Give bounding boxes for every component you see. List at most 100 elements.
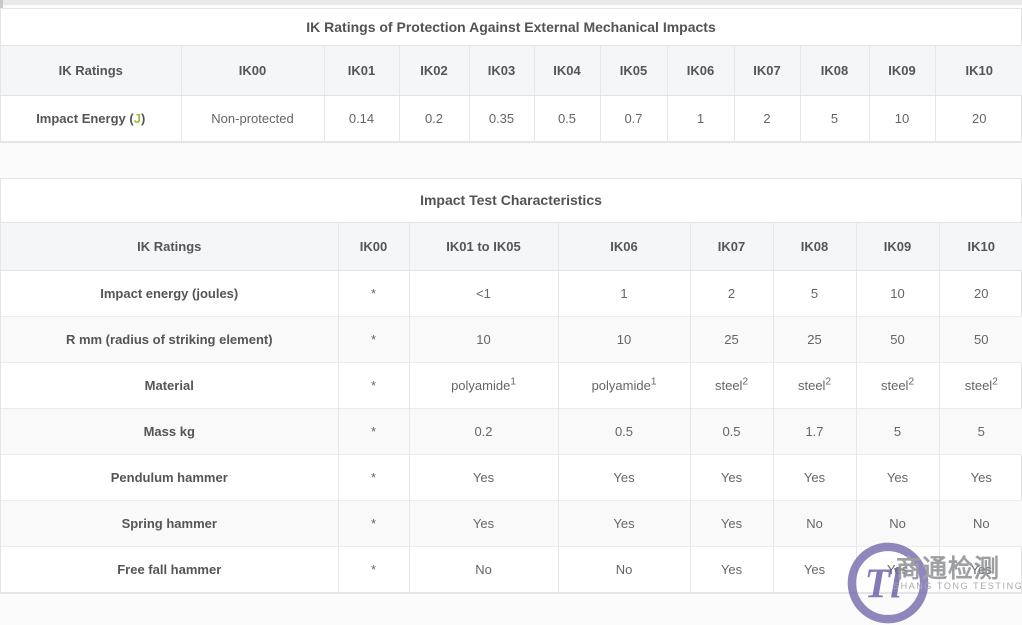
row-label: R mm (radius of striking element): [65, 331, 273, 347]
table-cell: 0.5: [533, 95, 600, 141]
table-cell: 5: [855, 408, 939, 454]
table-cell: 2: [733, 95, 800, 141]
table-cell: 25: [772, 316, 856, 362]
row-label: Material: [144, 377, 194, 393]
table-cell: 5: [938, 408, 1022, 454]
table-cell: 10: [868, 95, 935, 141]
row-label: Spring hammer: [121, 515, 217, 531]
table-cell: No: [938, 500, 1022, 546]
table-cell: Yes: [772, 546, 856, 592]
table-cell: 50: [855, 316, 939, 362]
footnote-superscript: 2: [825, 376, 832, 388]
table-cell: steel2: [689, 362, 773, 408]
top-edge-strip: [0, 0, 1022, 13]
header-cell: IK06: [666, 46, 734, 96]
top-edge-nub: [0, 0, 3, 13]
row-label: Impact energy (joules): [100, 285, 239, 301]
table-row: Free fall hammer * No No Yes Yes Yes Yes: [1, 546, 1022, 592]
table-cell: Non-protected: [180, 95, 324, 141]
table-cell: No: [408, 546, 558, 592]
table-cell: 10: [557, 316, 690, 362]
table-cell: 25: [689, 316, 773, 362]
table-cell: Yes: [855, 454, 939, 500]
row-label: Pendulum hammer: [110, 469, 228, 485]
table-cell: *: [337, 408, 409, 454]
row-label: Impact Energy (J): [1, 95, 181, 141]
ik-ratings-table: IK Ratings of Protection Against Externa…: [0, 8, 1022, 143]
table-cell: 10: [408, 316, 558, 362]
table-row: R mm (radius of striking element) * 10 10 25…: [1, 316, 1022, 362]
header-cell: IK00: [337, 223, 409, 271]
table-cell: *: [337, 270, 409, 316]
header-cell: IK Ratings: [1, 223, 338, 271]
table-cell: 0.2: [398, 95, 469, 141]
cell-text: ): [140, 110, 146, 126]
header-cell: IK06: [557, 223, 690, 271]
footnote-superscript: 2: [742, 376, 749, 388]
table-cell: polyamide1: [557, 362, 690, 408]
table-cell: steel2: [772, 362, 856, 408]
impact-test-table: Impact Test Characteristics IK Ratings IK…: [0, 178, 1022, 594]
table-cell: Yes: [689, 546, 773, 592]
row-label: Mass kg: [143, 423, 195, 439]
header-cell: IK05: [599, 46, 667, 96]
table-cell: 20: [938, 270, 1022, 316]
table-row: Impact energy (joules) * <1 1 2 5 10 20: [1, 270, 1022, 316]
table-cell: *: [337, 500, 409, 546]
table-row: Pendulum hammer * Yes Yes Yes Yes Yes Yes: [1, 454, 1022, 500]
header-cell: IK09: [868, 46, 935, 96]
table-cell: <1: [408, 270, 558, 316]
green-unit-text: J: [133, 110, 141, 126]
table-cell: 0.7: [599, 95, 667, 141]
cell-text: polyamide: [451, 377, 511, 393]
header-row: IK Ratings IK00 IK01 IK02 IK03 IK04 IK05 IK06 IK…: [1, 46, 1022, 96]
header-cell: IK09: [855, 223, 939, 271]
table-cell: 0.5: [557, 408, 690, 454]
header-cell: IK00: [180, 46, 324, 96]
table-row: Spring hammer * Yes Yes Yes No No No: [1, 500, 1022, 546]
cell-text: steel: [964, 377, 993, 393]
cell-text: steel: [797, 377, 826, 393]
table-cell: 0.2: [408, 408, 558, 454]
table-cell: 10: [855, 270, 939, 316]
table-cell: 2: [689, 270, 773, 316]
cell-text: polyamide: [591, 377, 651, 393]
footnote-superscript: 1: [650, 376, 657, 388]
table-cell: *: [337, 362, 409, 408]
table-cell: Yes: [938, 546, 1022, 592]
table-row: Material * polyamide1 polyamide1 steel2 steel…: [1, 362, 1022, 408]
header-cell: IK04: [533, 46, 600, 96]
table-cell: No: [557, 546, 690, 592]
header-cell: IK02: [398, 46, 469, 96]
table-cell: steel2: [938, 362, 1022, 408]
header-cell: IK03: [468, 46, 534, 96]
table-cell: *: [337, 546, 409, 592]
cell-text: Impact Energy (: [36, 110, 134, 126]
footnote-superscript: 2: [992, 376, 998, 388]
table-cell: 1: [557, 270, 690, 316]
table-cell: 5: [772, 270, 856, 316]
header-cell: IK08: [799, 46, 869, 96]
table-cell: 5: [799, 95, 869, 141]
table-cell: Yes: [689, 500, 773, 546]
table-cell: *: [337, 316, 409, 362]
table-cell: steel2: [855, 362, 939, 408]
ik-ratings-table-title: IK Ratings of Protection Against Externa…: [1, 9, 1021, 46]
table-cell: 1.7: [772, 408, 856, 454]
table-cell: Yes: [855, 546, 939, 592]
table-cell: Yes: [689, 454, 773, 500]
header-cell: IK01 to IK05: [408, 223, 558, 271]
header-cell: IK07: [689, 223, 773, 271]
table-cell: 20: [934, 95, 1022, 141]
cell-text: steel: [714, 377, 743, 393]
table-row: Mass kg * 0.2 0.5 0.5 1.7 5 5: [1, 408, 1022, 454]
cell-text: steel: [880, 377, 909, 393]
footnote-superscript: 1: [510, 376, 516, 388]
footnote-superscript: 2: [908, 376, 915, 388]
header-cell: IK10: [938, 223, 1022, 271]
table-cell: No: [772, 500, 856, 546]
header-cell: IK07: [733, 46, 800, 96]
impact-test-table-title: Impact Test Characteristics: [1, 179, 1021, 223]
impact-test-table-grid: IK Ratings IK00 IK01 to IK05 IK06 IK07 IK08 IK…: [1, 223, 1022, 593]
table-cell: Yes: [938, 454, 1022, 500]
